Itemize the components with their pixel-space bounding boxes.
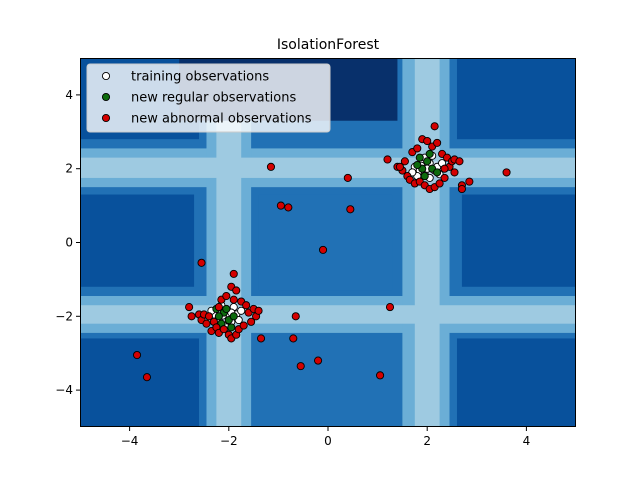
data-point (214, 303, 223, 312)
y-axis: −4 −2 0 2 4 (55, 88, 80, 397)
data-point (296, 362, 305, 371)
data-point (343, 173, 352, 182)
plot-frame (80, 58, 576, 427)
data-point (204, 312, 214, 321)
contour-region (461, 194, 576, 287)
contour-region (456, 338, 576, 427)
data-point (132, 350, 142, 360)
data-point (346, 205, 355, 214)
data-point (433, 168, 442, 177)
data-point (450, 168, 459, 177)
data-point (266, 162, 276, 171)
contour-band (80, 157, 576, 178)
data-point (256, 334, 266, 343)
contour-band (414, 58, 440, 427)
data-point (276, 201, 285, 210)
y-tick-label: 2 (65, 162, 73, 176)
legend-marker (101, 113, 111, 123)
data-point (185, 303, 194, 312)
data-point (254, 306, 263, 315)
data-point (395, 162, 404, 171)
data-point (242, 301, 251, 310)
legend-label: new abnormal observations (131, 112, 312, 127)
legend-marker (101, 71, 111, 81)
series-new-regular-observations (212, 149, 442, 332)
data-point (197, 258, 206, 267)
data-point (318, 245, 328, 254)
data-point (415, 153, 424, 162)
x-tick-label: −4 (121, 434, 139, 448)
data-point (232, 286, 241, 295)
data-point (423, 157, 432, 166)
data-point (385, 303, 395, 312)
data-point (413, 160, 422, 170)
legend-label: training observations (131, 70, 269, 85)
x-tick-label: 2 (423, 434, 431, 448)
data-point (420, 172, 429, 181)
data-point (187, 312, 196, 321)
contour-region (258, 194, 393, 291)
contour-region (80, 194, 195, 287)
data-point (383, 155, 392, 164)
data-point (423, 136, 432, 146)
data-point (413, 144, 422, 153)
data-point (465, 177, 474, 186)
data-point (430, 122, 439, 131)
data-point (502, 168, 511, 177)
legend-marker (101, 92, 111, 102)
data-point (291, 312, 300, 321)
y-tick-label: 0 (65, 236, 73, 250)
data-point (440, 164, 449, 173)
scatter-points (132, 122, 511, 382)
data-point (229, 269, 238, 278)
data-point (227, 323, 236, 332)
data-point (376, 371, 385, 380)
x-tick-label: −2 (220, 434, 238, 448)
data-point (425, 149, 434, 158)
data-point (435, 179, 444, 188)
data-point (457, 184, 466, 194)
legend-box (86, 63, 331, 133)
contour-band (80, 305, 576, 324)
data-point (314, 356, 323, 365)
x-tick-label: 4 (523, 434, 531, 448)
x-tick-label: 0 (324, 434, 332, 448)
data-point (237, 306, 246, 315)
data-point (455, 157, 464, 166)
legend-label: new regular observations (131, 91, 296, 106)
legend: training observations new regular observa… (86, 63, 331, 133)
data-point (239, 321, 248, 330)
data-point (142, 373, 152, 382)
x-axis: −4 −2 0 2 4 (121, 427, 530, 448)
data-point (222, 291, 231, 301)
y-tick-label: 4 (65, 88, 73, 102)
series-new-abnormal-observations (132, 122, 511, 382)
data-point (247, 317, 256, 326)
data-point (433, 138, 442, 147)
data-point (440, 173, 449, 182)
data-point (400, 157, 409, 166)
data-point (202, 319, 211, 328)
data-point (222, 304, 231, 313)
y-tick-label: −2 (55, 309, 73, 323)
data-point (284, 203, 293, 212)
contour-region (80, 338, 200, 427)
data-point (214, 312, 223, 321)
data-point (219, 325, 228, 334)
data-point (289, 334, 298, 343)
y-tick-label: −4 (55, 383, 73, 397)
data-point (229, 312, 238, 321)
contour-region (456, 58, 576, 140)
data-point (229, 295, 238, 304)
chart-title: IsolationForest (277, 37, 380, 53)
